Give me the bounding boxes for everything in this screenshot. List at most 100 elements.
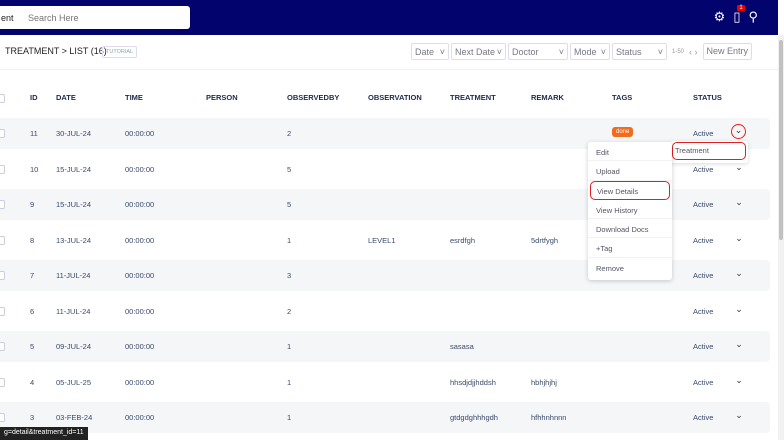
filter-mode[interactable]: Mode ˅	[570, 43, 610, 60]
cell-remark: hbhjhjhj	[531, 377, 557, 387]
filter-label: Doctor	[512, 46, 539, 57]
cell-observedby: 2	[287, 129, 292, 138]
menu-upload[interactable]: Upload	[588, 161, 672, 181]
row-checkbox[interactable]	[0, 164, 5, 174]
chevron-down-icon[interactable]: ⌄	[735, 303, 743, 314]
cell-time: 00:00:00	[125, 164, 155, 174]
filter-status[interactable]: Status ˅	[612, 43, 667, 60]
row-checkbox[interactable]	[0, 377, 5, 387]
tag-badge: done	[612, 127, 634, 137]
menu-download-docs[interactable]: Download Docs	[588, 219, 672, 239]
cell-observedby: 2	[287, 306, 292, 316]
cell-time: 00:00:00	[125, 200, 155, 209]
cell-treatment: gtdgdghhhgdh	[450, 413, 498, 422]
filter-label: Mode	[574, 46, 597, 57]
menu-view-history[interactable]: View History	[588, 200, 672, 220]
submenu-treatment[interactable]: Treatment	[672, 142, 746, 160]
gear-icon[interactable]: ⚙	[713, 9, 726, 24]
chevron-down-icon: ˅	[600, 46, 606, 57]
filter-date[interactable]: Date ˅	[411, 43, 449, 60]
cell-treatment: sasasa	[450, 342, 474, 351]
col-date[interactable]: DATE	[56, 93, 76, 102]
menu-edit[interactable]: Edit	[588, 142, 672, 162]
cell-remark: hfhhnhnnn	[531, 413, 567, 422]
chevron-down-icon[interactable]: ⌄	[735, 232, 743, 243]
row-checkbox[interactable]	[0, 306, 5, 316]
breadcrumb: TREATMENT > LIST (16)	[5, 46, 107, 56]
cell-status: Active	[693, 306, 714, 316]
tutorial-button[interactable]: TUTORIAL	[102, 46, 138, 58]
search-prefix: ent	[1, 12, 14, 23]
menu-add-tag[interactable]: +Tag	[588, 238, 672, 258]
cell-date: 13-JUL-24	[56, 235, 92, 245]
select-all-checkbox[interactable]	[0, 94, 5, 103]
filter-label: Date	[415, 46, 435, 57]
cell-id: 8	[30, 235, 35, 245]
filter-doctor[interactable]: Doctor ˅	[508, 43, 568, 60]
table-row[interactable]: 8 13-JUL-24 00:00:00 1 LEVEL1 esrdfgh 5drtfygh…	[0, 225, 770, 256]
cell-id: 11	[30, 129, 38, 138]
row-checkbox[interactable]	[0, 342, 5, 351]
cell-remark: 5drtfygh	[531, 235, 559, 245]
row-checkbox[interactable]	[0, 271, 5, 280]
cell-time: 00:00:00	[125, 413, 155, 422]
status-bar-url: g=detail&treatment_id=11	[0, 427, 88, 440]
filter-label: Next Date	[455, 46, 496, 57]
top-bar: ent ⚙ ▯1 ⚲	[0, 0, 778, 35]
cell-time: 00:00:00	[125, 306, 155, 316]
cell-id: 10	[30, 164, 39, 174]
cell-observedby: 1	[287, 377, 292, 387]
cell-treatment: hhsdjdjjhddsh	[450, 377, 496, 387]
chevron-down-icon[interactable]: ⌄	[735, 161, 743, 172]
table-row[interactable]: 10 15-JUL-24 00:00:00 5 Active ⌄	[0, 154, 770, 185]
user-icon[interactable]: ⚲	[748, 9, 758, 24]
cell-date: 09-JUL-24	[56, 342, 92, 351]
cell-status: Active	[693, 413, 714, 422]
submenu: Treatment	[670, 141, 748, 163]
col-time[interactable]: TIME	[125, 93, 143, 102]
row-action-menu: Edit Upload View Details View History Do…	[588, 142, 672, 280]
chevron-down-icon: ˅	[439, 46, 445, 57]
chevron-down-icon[interactable]: ⌄	[735, 268, 743, 278]
search-input[interactable]	[28, 12, 178, 23]
table-row[interactable]: 4 05-JUL-25 00:00:00 1 hhsdjdjjhddsh hbhjhjhj…	[0, 367, 770, 398]
table-row[interactable]: 6 11-JUL-24 00:00:00 2 Active ⌄	[0, 296, 770, 327]
chevron-down-icon[interactable]: ⌄	[735, 374, 743, 385]
table-row[interactable]: 5 09-JUL-24 00:00:00 1 sasasa Active ⌄	[0, 331, 770, 362]
cell-id: 9	[30, 200, 35, 209]
row-checkbox[interactable]	[0, 129, 5, 138]
row-checkbox[interactable]	[0, 200, 5, 209]
table-row[interactable]: 3 03-FEB-24 00:00:00 1 gtdgdghhhgdh hfhhnhnnn…	[0, 402, 770, 433]
col-treatment[interactable]: TREATMENT	[450, 93, 496, 102]
search-box[interactable]: ent	[0, 6, 190, 29]
col-person[interactable]: PERSON	[206, 93, 238, 102]
col-observedby[interactable]: OBSERVEDBY	[287, 93, 340, 102]
sub-header	[0, 35, 778, 70]
col-remark[interactable]: REMARK	[531, 93, 564, 102]
row-checkbox[interactable]	[0, 235, 5, 245]
chevron-down-icon[interactable]: ⌄	[735, 339, 743, 349]
cell-status: Active	[693, 200, 714, 209]
cell-date: 03-FEB-24	[56, 413, 93, 422]
chevron-down-icon[interactable]: ⌄	[735, 410, 743, 420]
col-observation[interactable]: OBSERVATION	[368, 93, 422, 102]
scrollbar-thumb[interactable]	[779, 40, 783, 240]
new-entry-button[interactable]: New Entry	[702, 43, 753, 60]
page-arrows[interactable]: ‹ ›	[689, 46, 698, 57]
chevron-down-icon: ˅	[558, 46, 564, 57]
menu-remove[interactable]: Remove	[596, 263, 624, 273]
cell-id: 7	[30, 271, 35, 280]
col-id[interactable]: ID	[30, 93, 38, 102]
cell-status: Active	[693, 164, 714, 174]
col-tags[interactable]: TAGS	[612, 93, 633, 102]
cell-id: 4	[30, 377, 35, 387]
row-checkbox[interactable]	[0, 413, 5, 422]
cell-id: 6	[30, 306, 35, 316]
menu-view-details[interactable]: View Details	[590, 180, 670, 200]
bell-icon[interactable]: ▯ 1	[733, 5, 745, 24]
filter-label: Status	[616, 46, 642, 57]
col-status[interactable]: STATUS	[693, 93, 722, 102]
chevron-down-icon[interactable]: ⌄	[735, 197, 743, 207]
filter-next-date[interactable]: Next Date ˅	[451, 43, 506, 60]
chevron-down-icon[interactable]: ⌄	[731, 124, 746, 139]
